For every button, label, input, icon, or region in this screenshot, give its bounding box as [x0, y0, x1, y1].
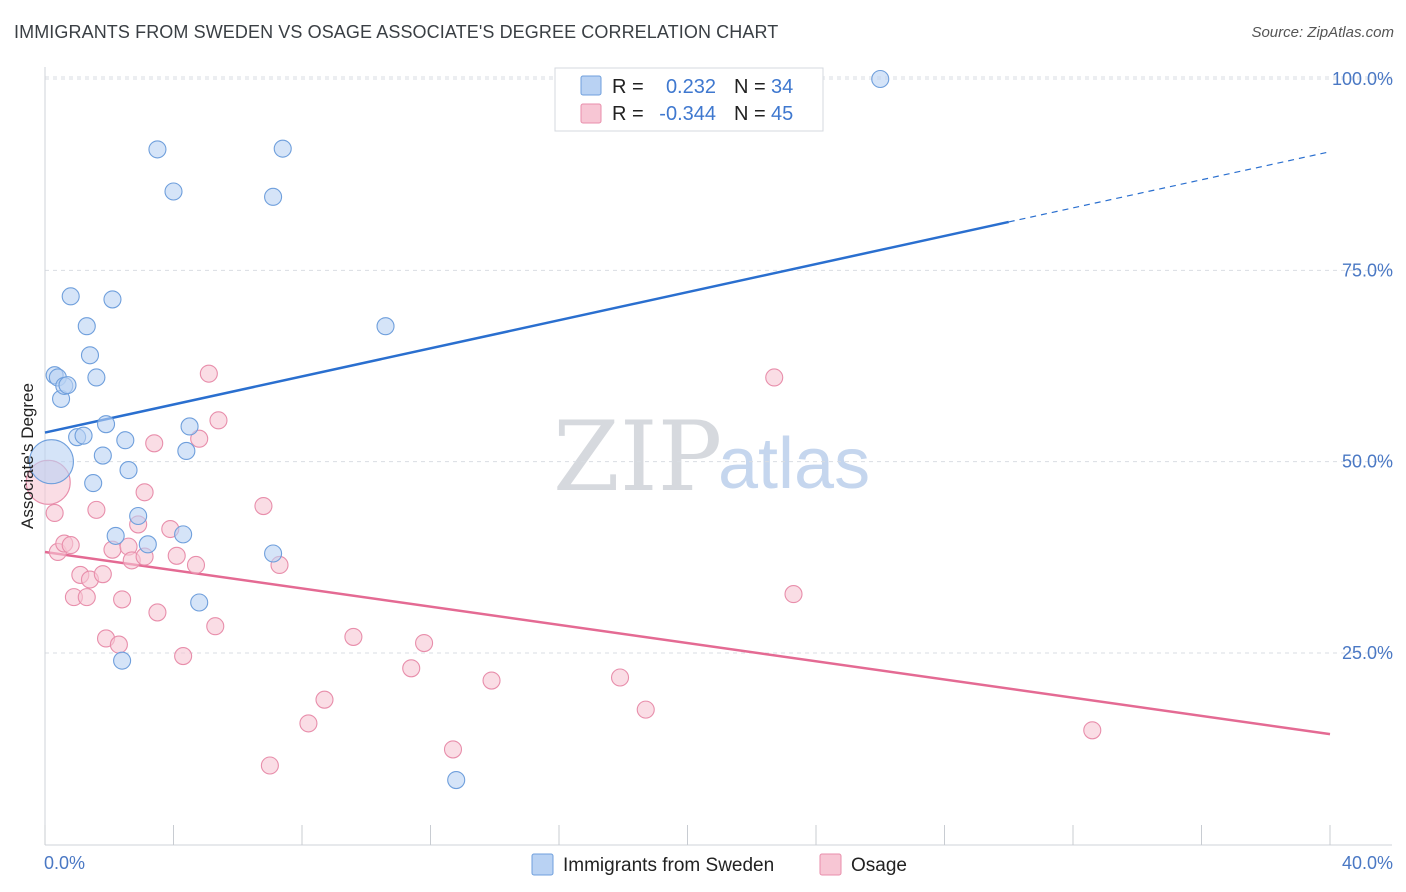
tick-labels: 25.0% 50.0% 75.0% 100.0% 0.0% 40.0% [44, 69, 1393, 873]
point-osage [77, 588, 96, 607]
data-points [25, 69, 1102, 790]
y-tick-label: 25.0% [1342, 643, 1393, 663]
point-osage [135, 483, 154, 502]
legend-n-label: N = [734, 103, 766, 125]
point-osage [482, 671, 501, 690]
trend-line-osage [44, 550, 1331, 736]
watermark-zip: ZIP [553, 401, 722, 513]
point-sweden [138, 535, 157, 554]
point-osage [190, 429, 209, 448]
legend-r-value: -0.344 [659, 103, 716, 125]
watermark: ZIP atlas [553, 401, 870, 513]
top-legend: R = 0.232 N = 34 R = -0.344 N = 45 [554, 67, 824, 132]
chart-title: IMMIGRANTS FROM SWEDEN VS OSAGE ASSOCIAT… [14, 22, 779, 42]
legend-swatch-osage [580, 103, 602, 124]
point-osage [145, 434, 164, 453]
y-tick-label: 50.0% [1342, 452, 1393, 472]
point-osage [148, 603, 167, 622]
bottom-legend-label-sweden: Immigrants from Sweden [563, 855, 774, 876]
legend-n-value: 45 [771, 103, 793, 125]
trend-line-sweden-extension [1008, 151, 1331, 223]
point-osage [636, 700, 655, 719]
chart-source: Source: ZipAtlas.com [1251, 24, 1394, 41]
point-sweden [119, 461, 138, 480]
legend-r-label: R = [612, 103, 644, 125]
point-sweden [180, 417, 199, 436]
point-sweden [190, 593, 209, 612]
legend-swatch-sweden [580, 75, 602, 96]
legend-r-value: 0.232 [666, 76, 716, 98]
point-osage [113, 590, 132, 609]
point-sweden [164, 182, 183, 201]
grid [45, 76, 1392, 654]
point-sweden [273, 139, 292, 158]
point-sweden [447, 770, 466, 790]
point-osage [45, 503, 64, 522]
point-sweden [376, 317, 395, 336]
point-sweden [61, 287, 80, 306]
bottom-legend-swatch-osage [819, 853, 842, 876]
y-tick-label: 75.0% [1342, 260, 1393, 280]
x-tick-label: 40.0% [1342, 853, 1393, 873]
point-osage [260, 756, 279, 775]
watermark-atlas: atlas [718, 424, 870, 504]
point-sweden [77, 317, 96, 336]
point-osage [254, 497, 273, 516]
point-osage [209, 411, 228, 430]
legend-r-label: R = [612, 76, 644, 98]
point-sweden [264, 187, 283, 206]
point-sweden [96, 415, 116, 434]
point-sweden [116, 431, 135, 450]
point-osage [61, 536, 80, 555]
point-sweden [58, 376, 77, 395]
point-osage [199, 364, 218, 383]
point-osage [206, 617, 225, 636]
point-osage [109, 635, 128, 654]
x-tick-label: 0.0% [44, 853, 85, 873]
trend-line-sweden [44, 220, 1010, 434]
bottom-legend-label-osage: Osage [851, 855, 907, 876]
y-axis-label: Associate's Degree [18, 383, 37, 529]
bottom-legend: Immigrants from Sweden Osage [531, 853, 907, 876]
point-sweden [93, 446, 112, 465]
bottom-legend-swatch-sweden [531, 853, 554, 876]
point-osage [415, 634, 434, 653]
point-sweden [113, 651, 132, 670]
point-sweden [74, 426, 93, 445]
point-sweden [264, 544, 283, 563]
point-osage [784, 585, 803, 604]
point-osage [174, 647, 193, 666]
point-sweden [28, 439, 74, 485]
point-osage [610, 668, 630, 687]
point-sweden [80, 346, 100, 365]
point-sweden [148, 140, 167, 159]
point-sweden [174, 525, 193, 544]
point-osage [765, 368, 784, 387]
point-osage [402, 659, 421, 678]
y-tick-label: 100.0% [1332, 69, 1393, 89]
trend-lines [44, 151, 1331, 736]
point-osage [87, 500, 106, 519]
point-sweden [871, 69, 890, 89]
point-osage [299, 714, 318, 733]
point-sweden [84, 474, 103, 493]
point-sweden [106, 526, 125, 545]
point-osage [315, 690, 334, 709]
legend-n-value: 34 [771, 76, 793, 98]
point-osage [443, 740, 463, 759]
point-sweden [87, 368, 106, 387]
point-osage [167, 546, 186, 565]
point-osage [93, 565, 112, 584]
point-sweden [103, 290, 122, 309]
point-osage [344, 627, 363, 646]
point-osage [186, 555, 206, 575]
legend-n-label: N = [734, 76, 766, 98]
point-osage [1083, 721, 1102, 740]
point-sweden [129, 506, 148, 526]
point-sweden [177, 441, 196, 461]
